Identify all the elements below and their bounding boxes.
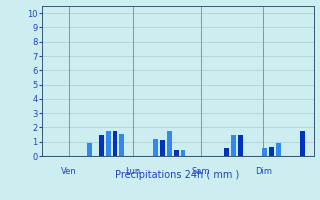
Bar	[174, 150, 179, 156]
Bar	[153, 139, 158, 156]
Bar	[180, 150, 186, 156]
X-axis label: Précipitations 24h ( mm ): Précipitations 24h ( mm )	[116, 170, 240, 180]
Bar	[99, 135, 104, 156]
Bar	[87, 143, 92, 156]
Bar	[231, 135, 236, 156]
Bar	[269, 147, 274, 156]
Text: Dim: Dim	[255, 166, 272, 176]
Bar	[276, 143, 281, 156]
Bar	[262, 148, 267, 156]
Bar	[160, 140, 165, 156]
Bar	[106, 131, 111, 156]
Bar	[224, 148, 229, 156]
Bar	[119, 134, 124, 156]
Bar	[238, 135, 243, 156]
Bar	[300, 131, 305, 156]
Text: Sam: Sam	[191, 166, 210, 176]
Text: Ven: Ven	[61, 166, 77, 176]
Bar	[167, 131, 172, 156]
Bar	[113, 131, 117, 156]
Text: Lun: Lun	[125, 166, 140, 176]
